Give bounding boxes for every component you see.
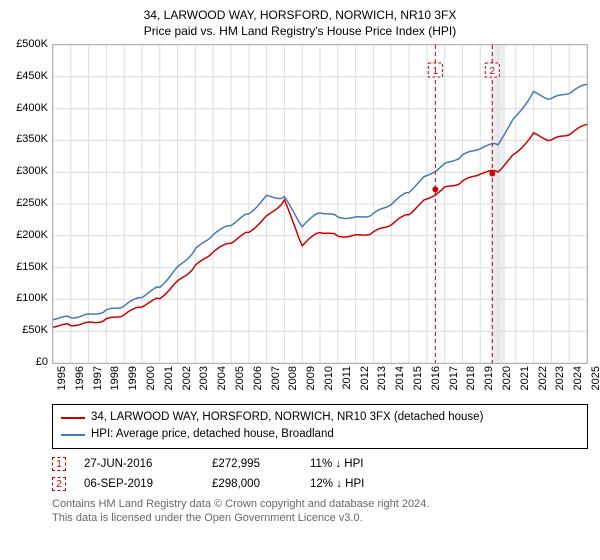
x-tick-label: 2009 [305, 366, 317, 390]
x-tick-label: 2002 [181, 366, 193, 390]
plot-region: 12 [52, 44, 588, 364]
x-tick-label: 1996 [74, 366, 86, 390]
transactions-list: 1 27-JUN-2016 £272,995 11% ↓ HPI 2 06-SE… [52, 457, 588, 491]
x-tick-label: 2005 [234, 366, 246, 390]
transaction-delta: 11% ↓ HPI [310, 458, 400, 470]
x-tick-label: 2011 [341, 366, 353, 390]
y-tick-label: £450K [16, 70, 48, 82]
y-tick-label: £150K [16, 261, 48, 273]
x-tick-label: 2017 [448, 366, 460, 390]
x-tick-label: 2020 [501, 366, 513, 390]
y-tick-label: £50K [22, 324, 48, 336]
y-tick-label: £100K [16, 292, 48, 304]
y-tick-label: £400K [16, 102, 48, 114]
x-tick-label: 2013 [376, 366, 388, 390]
y-tick-label: £350K [16, 133, 48, 145]
legend-label: 34, LARWOOD WAY, HORSFORD, NORWICH, NR10… [91, 409, 483, 426]
x-tick-label: 2021 [519, 366, 531, 390]
chart-area: £0 £50K £100K £150K £200K £250K £300K £350K £400… [12, 44, 588, 400]
transaction-date: 27-JUN-2016 [84, 458, 194, 470]
credits-line: This data is licensed under the Open Gov… [52, 511, 588, 526]
x-tick-label: 2018 [465, 366, 477, 390]
x-tick-label: 2006 [252, 366, 264, 390]
x-tick-label: 1998 [109, 366, 121, 390]
x-tick-label: 1997 [92, 366, 104, 390]
y-tick-label: £200K [16, 229, 48, 241]
x-tick-label: 2019 [483, 366, 495, 390]
y-axis-labels: £0£50K£100K£150K£200K£250K£300K£350K£400… [12, 44, 52, 364]
x-tick-label: 2022 [537, 366, 549, 390]
legend-swatch [61, 417, 85, 419]
transaction-marker-icon: 2 [52, 477, 66, 491]
x-tick-label: 2010 [323, 366, 335, 390]
x-axis-labels: 1995 1996 1997 1998 1999 2000 2001 2002 2003 2004… [52, 366, 588, 400]
x-tick-label: 2007 [270, 366, 282, 390]
credits: Contains HM Land Registry data © Crown c… [52, 497, 588, 527]
svg-text:2: 2 [490, 66, 496, 77]
transaction-marker-icon: 1 [52, 457, 66, 471]
x-tick-label: 2023 [554, 366, 566, 390]
x-tick-label: 2025 [590, 366, 600, 390]
x-tick-label: 2024 [572, 366, 584, 390]
transaction-date: 06-SEP-2019 [84, 478, 194, 490]
legend: 34, LARWOOD WAY, HORSFORD, NORWICH, NR10… [52, 404, 588, 449]
y-tick-label: £0 [36, 356, 48, 368]
x-tick-label: 2016 [430, 366, 442, 390]
svg-text:1: 1 [433, 66, 439, 77]
transaction-price: £298,000 [212, 478, 292, 490]
chart-title: 34, LARWOOD WAY, HORSFORD, NORWICH, NR10… [12, 8, 588, 38]
y-tick-label: £300K [16, 165, 48, 177]
x-tick-label: 2000 [145, 366, 157, 390]
x-tick-label: 2004 [216, 366, 228, 390]
x-tick-label: 2015 [412, 366, 424, 390]
legend-swatch [61, 434, 85, 436]
x-tick-label: 2008 [287, 366, 299, 390]
x-tick-label: 2001 [163, 366, 175, 390]
credits-line: Contains HM Land Registry data © Crown c… [52, 497, 588, 512]
title-line-1: 34, LARWOOD WAY, HORSFORD, NORWICH, NR10… [12, 8, 588, 22]
transaction-delta: 12% ↓ HPI [310, 478, 400, 490]
x-tick-label: 2003 [198, 366, 210, 390]
transaction-row: 2 06-SEP-2019 £298,000 12% ↓ HPI [52, 477, 588, 491]
y-tick-label: £250K [16, 197, 48, 209]
x-tick-label: 1995 [56, 366, 68, 390]
legend-row: HPI: Average price, detached house, Broa… [61, 426, 579, 443]
transaction-price: £272,995 [212, 458, 292, 470]
x-tick-label: 2014 [394, 366, 406, 390]
legend-row: 34, LARWOOD WAY, HORSFORD, NORWICH, NR10… [61, 409, 579, 426]
x-tick-label: 1999 [127, 366, 139, 390]
legend-label: HPI: Average price, detached house, Broa… [91, 426, 334, 443]
transaction-row: 1 27-JUN-2016 £272,995 11% ↓ HPI [52, 457, 588, 471]
chart-svg: 12 [53, 45, 587, 363]
y-tick-label: £500K [16, 38, 48, 50]
x-tick-label: 2012 [359, 366, 371, 390]
title-line-2: Price paid vs. HM Land Registry's House … [12, 24, 588, 38]
